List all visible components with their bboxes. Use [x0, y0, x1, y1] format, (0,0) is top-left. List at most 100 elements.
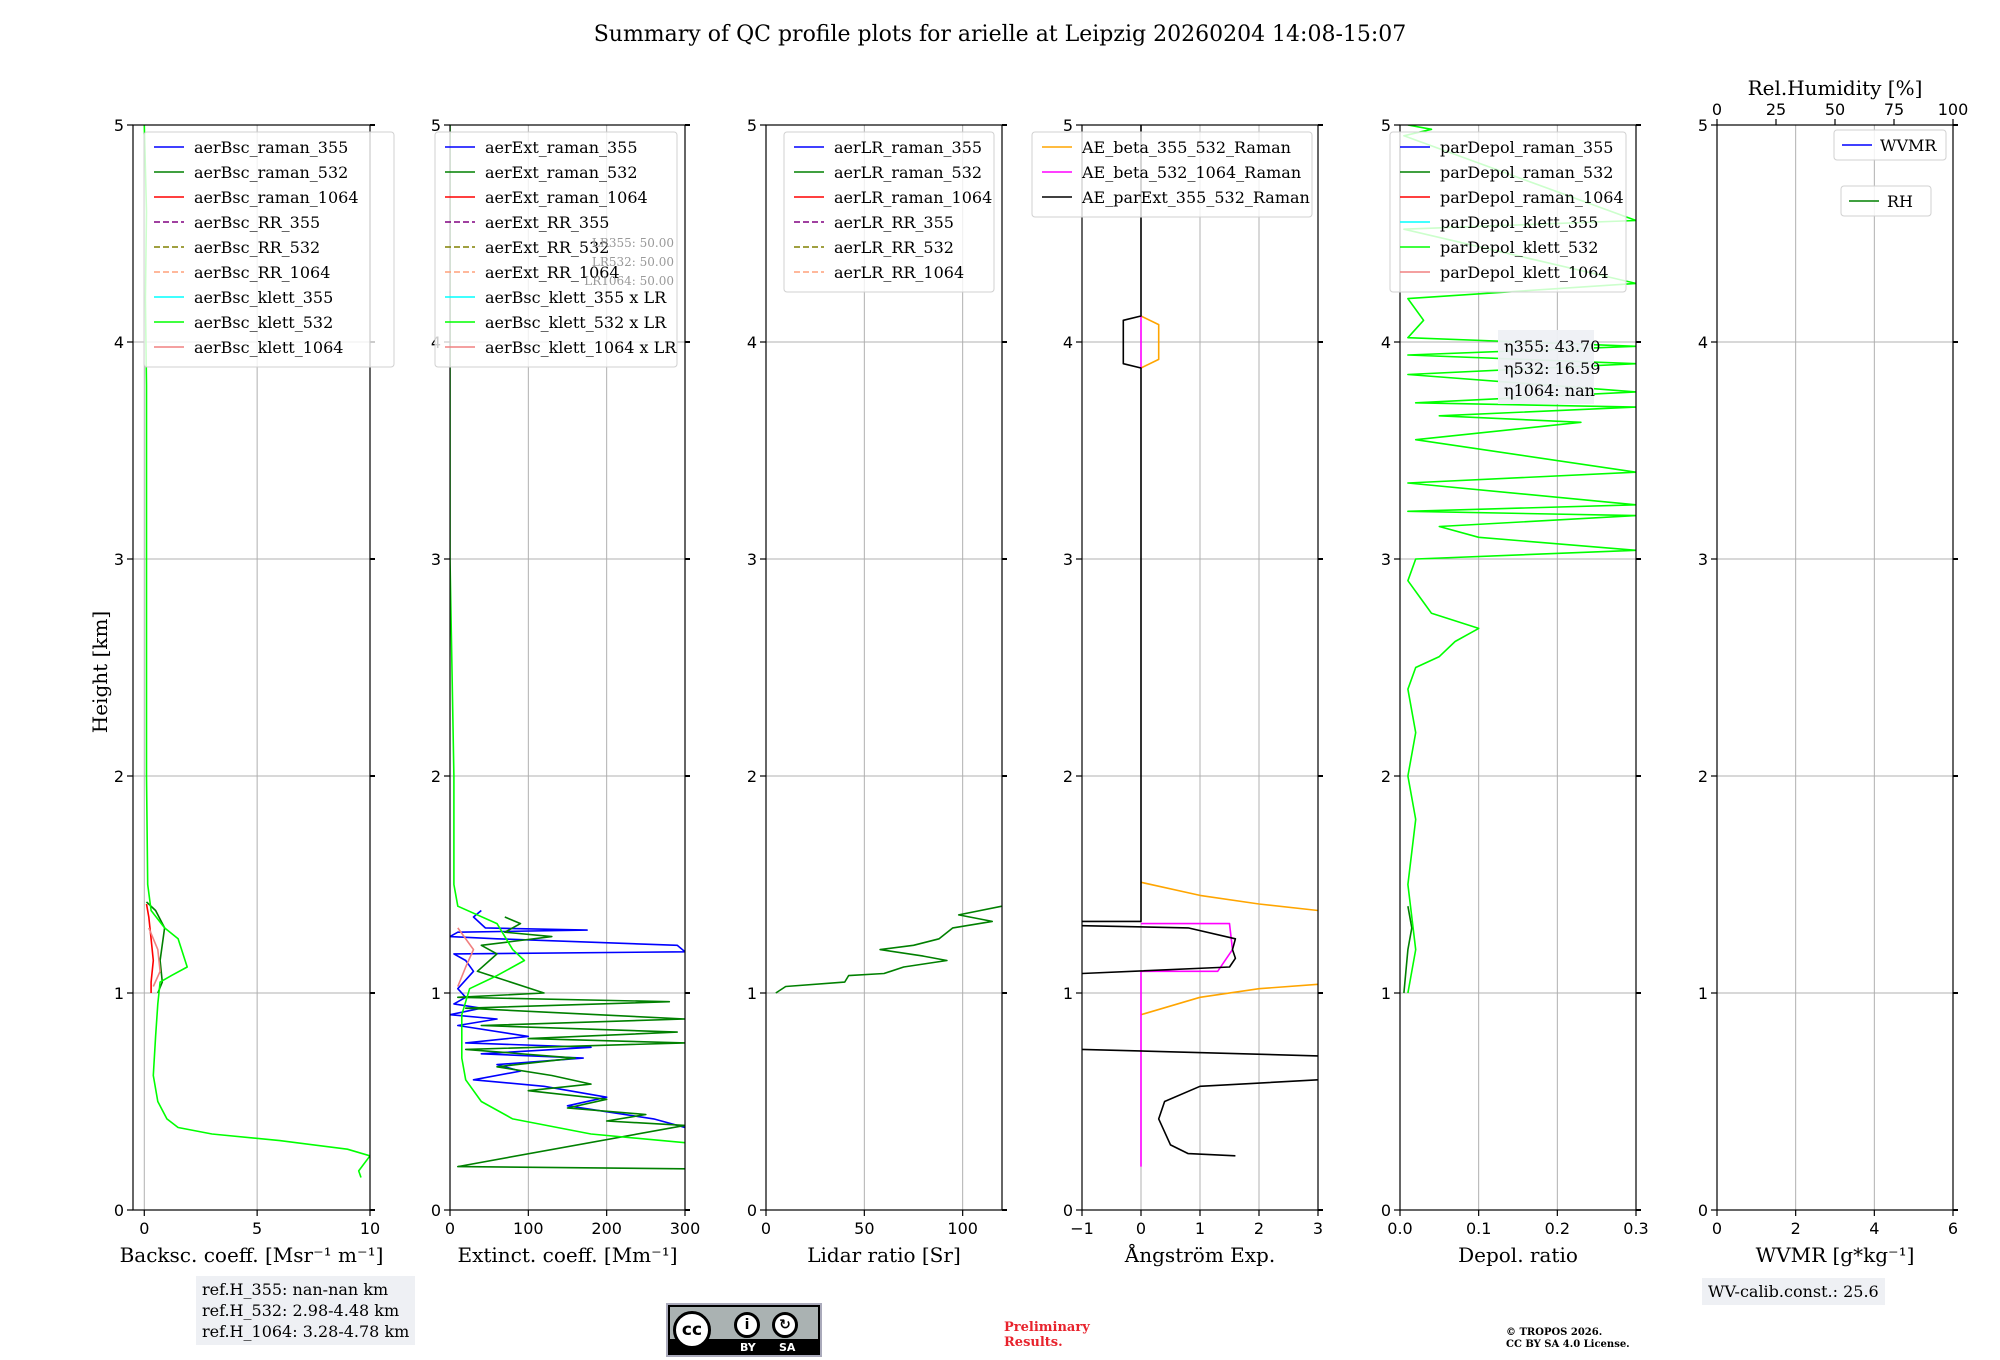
copyright-line-1: © TROPOS 2026. [1506, 1327, 1603, 1338]
x-tick-label: 0 [761, 1219, 771, 1238]
y-tick-label: 1 [1381, 984, 1391, 1003]
reference-height-box: ref.H_355: nan-nan km ref.H_532: 2.98-4.… [196, 1276, 416, 1345]
y-tick-label: 3 [114, 550, 124, 569]
legend-box [1840, 185, 1932, 217]
y-tick-label: 2 [747, 767, 757, 786]
x-axis-label: Backsc. coeff. [Msr⁻¹ m⁻¹] [120, 1243, 384, 1267]
legend-label: aerExt_RR_1064 [485, 263, 620, 282]
x-tick-label: 4 [1869, 1219, 1879, 1238]
ref-height-1064: ref.H_1064: 3.28-4.78 km [202, 1322, 410, 1341]
lidar-ratio-annotation: LR532: 50.00 [592, 255, 674, 269]
series-line-aerBsc_raman_532 [145, 901, 166, 994]
legend-label: aerBsc_raman_1064 [194, 188, 359, 207]
y-tick-label: 1 [114, 984, 124, 1003]
x-tick-label: 10 [360, 1219, 380, 1238]
copyright-line-2: CC BY SA 4.0 License. [1506, 1339, 1630, 1350]
series-line-AE_parExt_355_532_Raman [1157, 1079, 1318, 1157]
series-line-AE_beta_355_532_Raman [1140, 983, 1318, 1016]
series-line-aerBsc_klett_532 [143, 125, 370, 1178]
y-tick-label: 5 [747, 116, 757, 135]
y-tick-label: 2 [431, 767, 441, 786]
y-axis-label: Height [km] [88, 610, 112, 734]
panel-extinction: 0100200300012345Extinct. coeff. [Mm⁻¹]ae… [431, 116, 700, 1267]
x-tick-label: 2 [1791, 1219, 1801, 1238]
y-tick-label: 4 [114, 333, 124, 352]
legend-label: aerExt_raman_532 [485, 163, 638, 182]
y-tick-label: 4 [747, 333, 757, 352]
x-tick-label: 300 [670, 1219, 701, 1238]
legend-label: aerBsc_klett_355 x LR [485, 288, 667, 307]
eta-label: η532: 16.59 [1504, 359, 1600, 378]
series-line-aerExt_raman_355 [450, 909, 685, 1129]
y-tick-label: 0 [747, 1201, 757, 1220]
legend-box [1031, 131, 1313, 218]
preliminary-note: Preliminary Results. [1004, 1320, 1090, 1350]
x-axis-label: Depol. ratio [1458, 1243, 1578, 1267]
ref-height-355: ref.H_355: nan-nan km [202, 1280, 389, 1299]
legend-label: aerExt_raman_1064 [485, 188, 648, 207]
share-alike-icon: ↻ [772, 1312, 798, 1338]
y-tick-label: 5 [431, 116, 441, 135]
legend-label: parDepol_raman_532 [1440, 163, 1613, 182]
legend-label: parDepol_raman_355 [1440, 138, 1613, 157]
legend-label: aerBsc_RR_532 [194, 238, 320, 257]
x-tick-label: 0 [1712, 1219, 1722, 1238]
axes-frame [132, 124, 371, 1211]
legend-label: aerBsc_RR_355 [194, 213, 320, 232]
cc-by-label: BY [740, 1341, 756, 1354]
x-tick-label: 1 [1195, 1219, 1205, 1238]
x-tick-label: 100 [947, 1219, 978, 1238]
y-tick-label: 1 [431, 984, 441, 1003]
legend-label: aerBsc_klett_532 x LR [485, 313, 667, 332]
series-line-AE_parExt_355_532_Raman [1082, 924, 1237, 975]
y-tick-label: 3 [747, 550, 757, 569]
x-tick-label: 0.1 [1466, 1219, 1491, 1238]
legend-label: aerBsc_RR_1064 [194, 263, 330, 282]
series-line-aerLR_raman_532 [775, 905, 1002, 994]
x-tick-label: 0.3 [1623, 1219, 1648, 1238]
series-line-AE_parExt_355_532_Raman [1082, 1048, 1318, 1057]
y-tick-label: 5 [1698, 116, 1708, 135]
panel-backscatter: 0 5 10 0 1 2 3 4 5 Backsc. coeff. [Msr⁻¹ m⁻¹] aerB… [114, 116, 395, 1267]
y-tick-label: 0 [1698, 1201, 1708, 1220]
axes-frame [449, 124, 686, 1211]
preliminary-line-1: Preliminary [1004, 1320, 1090, 1335]
x-tick-label: 0.0 [1387, 1219, 1412, 1238]
y-tick-label: 0 [1063, 1201, 1073, 1220]
top-tick-label: 100 [1938, 100, 1969, 119]
series-line-AE_parExt_355_532_Raman [1082, 125, 1142, 923]
y-tick-label: 0 [114, 1201, 124, 1220]
eta-box [1498, 330, 1594, 404]
x-tick-label: 0.2 [1545, 1219, 1570, 1238]
y-tick-label: 1 [1063, 984, 1073, 1003]
wv-calibration-box: WV-calib.const.: 25.6 [1702, 1278, 1885, 1305]
legend-label: aerExt_RR_355 [485, 213, 609, 232]
top-tick-label: 25 [1766, 100, 1786, 119]
series-line-aerExt_raman_532 [456, 916, 685, 1170]
series-group [775, 905, 1002, 994]
series-line-aerBsc_raman_1064 [145, 903, 155, 993]
series-line-aerBsc_klett_532 x LR [450, 125, 685, 1144]
figure-title: Summary of QC profile plots for arielle … [593, 22, 1407, 47]
legend-label: AE_beta_355_532_Raman [1081, 138, 1291, 157]
legend-box [1389, 131, 1627, 293]
copyright-note: © TROPOS 2026. CC BY SA 4.0 License. [1506, 1327, 1630, 1351]
panel-wvmr: 0 2 4 6 0 1 2 3 4 5 WVMR [g*kg⁻¹] 0 25 50 75 100 Rel.Hum… [1698, 76, 1968, 1267]
x-axis-label: Extinct. coeff. [Mm⁻¹] [457, 1243, 677, 1267]
legend-label: parDepol_klett_1064 [1440, 263, 1609, 282]
panel-lidar_ratio: 0 50 100 0 1 2 3 4 5 Lidar ratio [Sr] aerLR_raman_… [747, 116, 1007, 1267]
x-axis-label: Ångström Exp. [1124, 1242, 1275, 1267]
legend-label: aerBsc_klett_1064 x LR [485, 338, 677, 357]
legend-box [783, 131, 995, 293]
legend-label: parDepol_raman_1064 [1440, 188, 1624, 207]
y-tick-label: 1 [747, 984, 757, 1003]
x-tick-label: 6 [1948, 1219, 1958, 1238]
y-tick-label: 2 [1063, 767, 1073, 786]
x-tick-label: 0 [1136, 1219, 1146, 1238]
x-tick-label: 50 [854, 1219, 874, 1238]
series-line-AE_beta_532_1064_Raman [1140, 922, 1234, 1167]
series-group [1082, 125, 1318, 1167]
top-tick-label: 75 [1884, 100, 1904, 119]
